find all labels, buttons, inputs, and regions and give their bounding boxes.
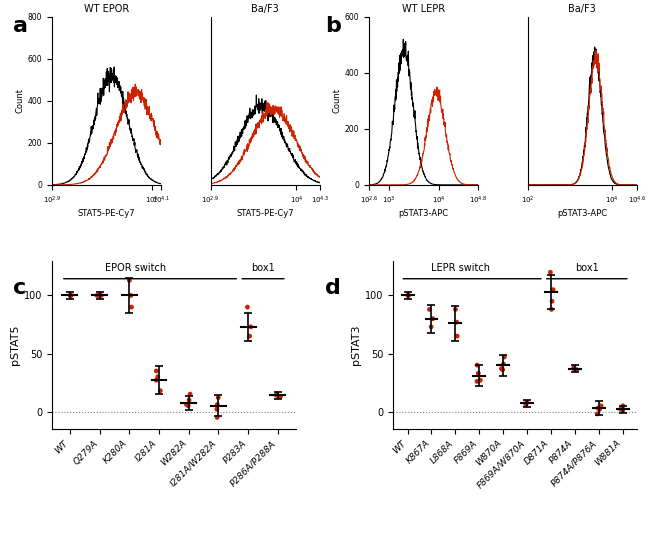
X-axis label: STAT5-PE-Cy7: STAT5-PE-Cy7 xyxy=(78,208,135,218)
Point xyxy=(545,268,556,277)
Point xyxy=(404,291,414,300)
Point xyxy=(151,366,162,375)
Point xyxy=(96,291,107,300)
Y-axis label: Count: Count xyxy=(333,88,342,113)
Point xyxy=(473,369,484,378)
Point xyxy=(592,410,603,419)
X-axis label: pSTAT3-APC: pSTAT3-APC xyxy=(557,208,607,218)
Point xyxy=(65,291,75,300)
Point xyxy=(125,291,136,300)
Point xyxy=(616,405,626,414)
Point xyxy=(92,291,102,300)
Text: a: a xyxy=(13,16,28,36)
Point xyxy=(452,332,462,340)
Point xyxy=(548,285,558,294)
Point xyxy=(246,322,256,331)
Point xyxy=(66,291,76,300)
Point xyxy=(151,376,161,384)
Point xyxy=(522,398,532,406)
Point xyxy=(428,314,438,323)
Point xyxy=(124,276,135,285)
Text: d: d xyxy=(325,278,341,298)
Point xyxy=(424,305,435,314)
Point xyxy=(596,402,606,410)
Y-axis label: pSTAT5: pSTAT5 xyxy=(10,324,20,365)
Point xyxy=(569,363,579,372)
Point xyxy=(594,405,604,414)
Point xyxy=(271,391,281,400)
Point xyxy=(618,402,628,410)
Point xyxy=(181,400,192,409)
Point xyxy=(618,406,628,415)
Point xyxy=(212,405,222,414)
Point xyxy=(497,365,508,374)
Point xyxy=(155,386,166,395)
Point xyxy=(475,376,486,384)
Title: Ba/F3: Ba/F3 xyxy=(252,4,279,14)
Point xyxy=(496,364,506,373)
Point xyxy=(617,404,627,412)
Text: EPOR switch: EPOR switch xyxy=(105,263,166,273)
Point xyxy=(275,392,285,401)
Point xyxy=(499,353,510,361)
Point xyxy=(546,305,556,314)
Point xyxy=(402,291,413,300)
Point xyxy=(450,305,461,314)
Text: box1: box1 xyxy=(575,263,599,273)
Title: Ba/F3: Ba/F3 xyxy=(569,4,596,14)
Y-axis label: pSTAT3: pSTAT3 xyxy=(351,324,361,365)
Point xyxy=(521,399,531,408)
Text: LEPR switch: LEPR switch xyxy=(431,263,489,273)
Point xyxy=(472,377,482,386)
Title: WT EPOR: WT EPOR xyxy=(84,4,129,14)
Text: b: b xyxy=(325,16,341,36)
Point xyxy=(242,302,253,311)
Point xyxy=(126,302,136,311)
Point xyxy=(244,332,255,340)
Point xyxy=(472,361,482,370)
Point xyxy=(184,395,194,404)
Point xyxy=(94,291,105,300)
Point xyxy=(452,318,462,327)
Y-axis label: Count: Count xyxy=(16,88,25,113)
Point xyxy=(153,372,163,381)
Point xyxy=(272,390,282,399)
Point xyxy=(426,322,436,331)
X-axis label: pSTAT3-APC: pSTAT3-APC xyxy=(398,208,449,218)
Point xyxy=(212,400,222,409)
Title: WT LEPR: WT LEPR xyxy=(402,4,445,14)
Point xyxy=(572,365,582,374)
Point xyxy=(183,402,193,410)
Point xyxy=(213,393,224,402)
Point xyxy=(521,400,531,409)
Point xyxy=(569,364,579,373)
Point xyxy=(65,291,75,300)
Text: c: c xyxy=(13,278,26,298)
Point xyxy=(547,297,557,306)
Point xyxy=(499,360,509,368)
Point xyxy=(185,390,195,399)
Text: box1: box1 xyxy=(251,263,275,273)
X-axis label: STAT5-PE-Cy7: STAT5-PE-Cy7 xyxy=(237,208,294,218)
Point xyxy=(212,413,222,422)
Point xyxy=(593,404,603,412)
